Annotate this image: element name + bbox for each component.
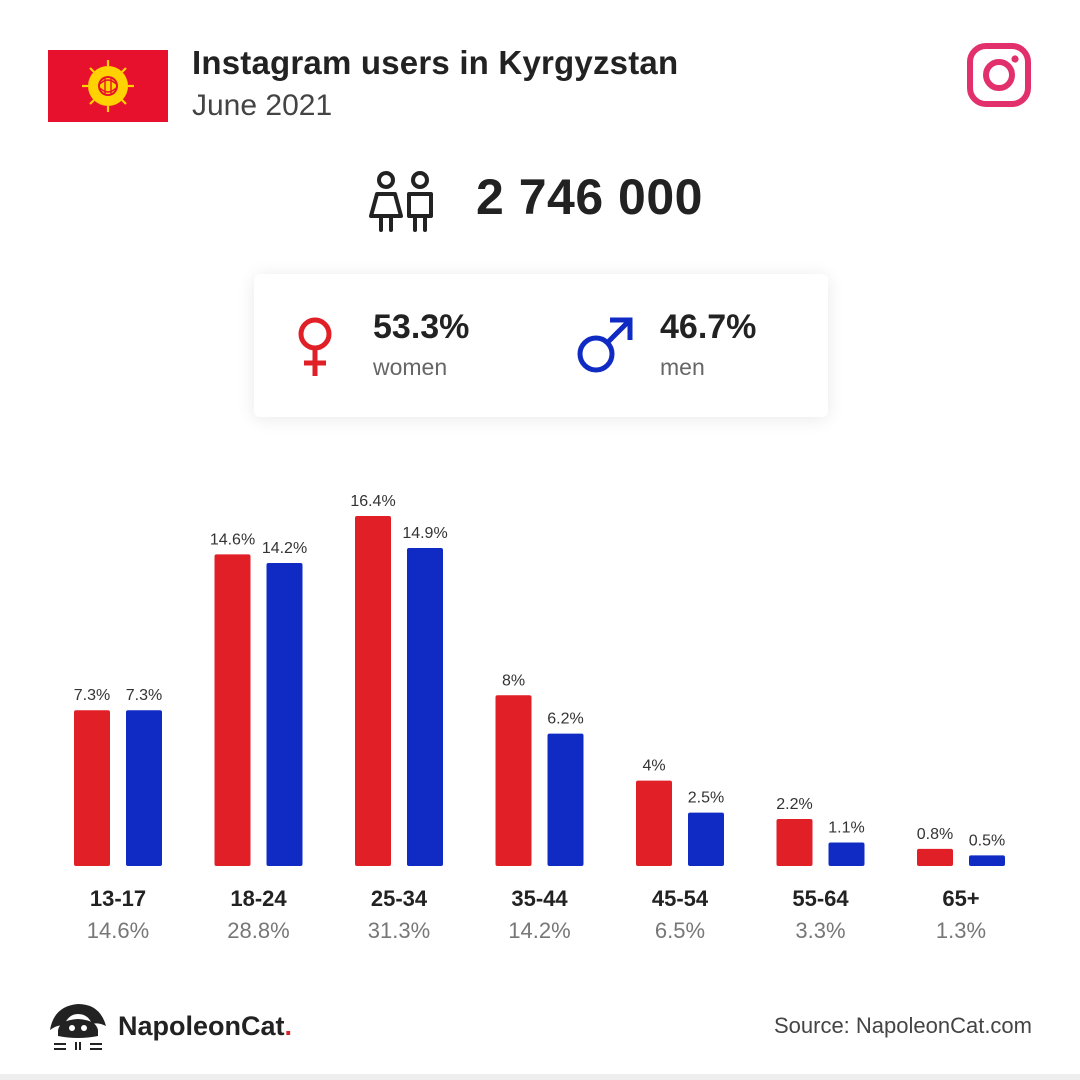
category-total-label: 1.3% <box>936 918 986 943</box>
category-total-label: 28.8% <box>227 918 289 943</box>
bar-women <box>917 848 953 866</box>
category-label: 45-54 <box>652 886 709 911</box>
page-title: Instagram users in Kyrgyzstan <box>192 44 679 81</box>
bar-value-label: 1.1% <box>828 820 864 837</box>
bar-women <box>495 695 532 866</box>
gender-card: 53.3% women 46.7% men <box>254 274 828 417</box>
bar-value-label: 0.8% <box>917 826 953 843</box>
bar-men <box>688 812 724 866</box>
men-percent: 46.7% <box>660 308 757 346</box>
category-total-label: 31.3% <box>368 918 430 943</box>
page-subtitle: June 2021 <box>192 89 333 122</box>
source-credit: Source: NapoleonCat.com <box>773 1013 1032 1038</box>
bar-women <box>214 554 251 866</box>
bottom-divider <box>0 1074 1080 1080</box>
napoleoncat-logo-icon <box>50 1004 106 1050</box>
category-label: 55-64 <box>792 886 849 911</box>
users-icon <box>369 171 433 232</box>
women-percent: 53.3% <box>373 308 470 346</box>
category-label: 18-24 <box>230 886 287 911</box>
bar-women <box>776 819 813 866</box>
bar-men <box>407 548 443 866</box>
category-label: 25-34 <box>371 886 428 911</box>
bar-men <box>828 842 865 866</box>
male-icon <box>577 317 633 373</box>
bar-value-label: 0.5% <box>969 832 1005 849</box>
bar-men <box>126 710 162 866</box>
bar-value-label: 7.3% <box>74 687 110 704</box>
category-total-label: 14.2% <box>508 918 570 943</box>
bar-value-label: 14.6% <box>210 531 255 548</box>
bar-women <box>74 710 110 866</box>
bar-value-label: 2.2% <box>776 796 812 813</box>
total-users-value: 2 746 000 <box>476 169 703 225</box>
age-gender-bar-chart: 7.3% 7.3% 13-17 14.6% 14.6% 14.2% 18-24 28.8% 16… <box>74 493 1005 943</box>
female-icon <box>298 317 332 376</box>
bar-value-label: 14.9% <box>402 525 447 542</box>
bar-value-label: 2.5% <box>688 790 724 807</box>
category-label: 35-44 <box>511 886 568 911</box>
men-label: men <box>660 354 705 380</box>
category-total-label: 6.5% <box>655 918 705 943</box>
bar-women <box>355 516 391 866</box>
bar-value-label: 8% <box>502 672 525 689</box>
instagram-icon[interactable] <box>966 42 1032 108</box>
category-label: 13-17 <box>90 886 146 911</box>
napoleoncat-logo[interactable]: NapoleonCat. <box>48 1000 292 1052</box>
logo-dot: . <box>284 1010 293 1041</box>
bar-men <box>547 733 584 866</box>
logo-name: NapoleonCat <box>118 1010 285 1041</box>
category-total-label: 14.6% <box>87 918 149 943</box>
bar-value-label: 14.2% <box>262 540 307 557</box>
category-label: 65+ <box>942 886 979 911</box>
bar-men <box>969 855 1005 866</box>
category-total-label: 3.3% <box>795 918 845 943</box>
bar-men <box>266 562 303 866</box>
women-label: women <box>373 354 448 380</box>
bar-value-label: 6.2% <box>547 711 583 728</box>
kyrgyzstan-flag-icon <box>48 50 168 122</box>
bar-women <box>636 780 672 866</box>
bar-value-label: 7.3% <box>126 687 162 704</box>
logo-wordmark: NapoleonCat. <box>118 1011 292 1042</box>
bar-value-label: 4% <box>642 758 665 775</box>
bar-value-label: 16.4% <box>350 493 395 510</box>
